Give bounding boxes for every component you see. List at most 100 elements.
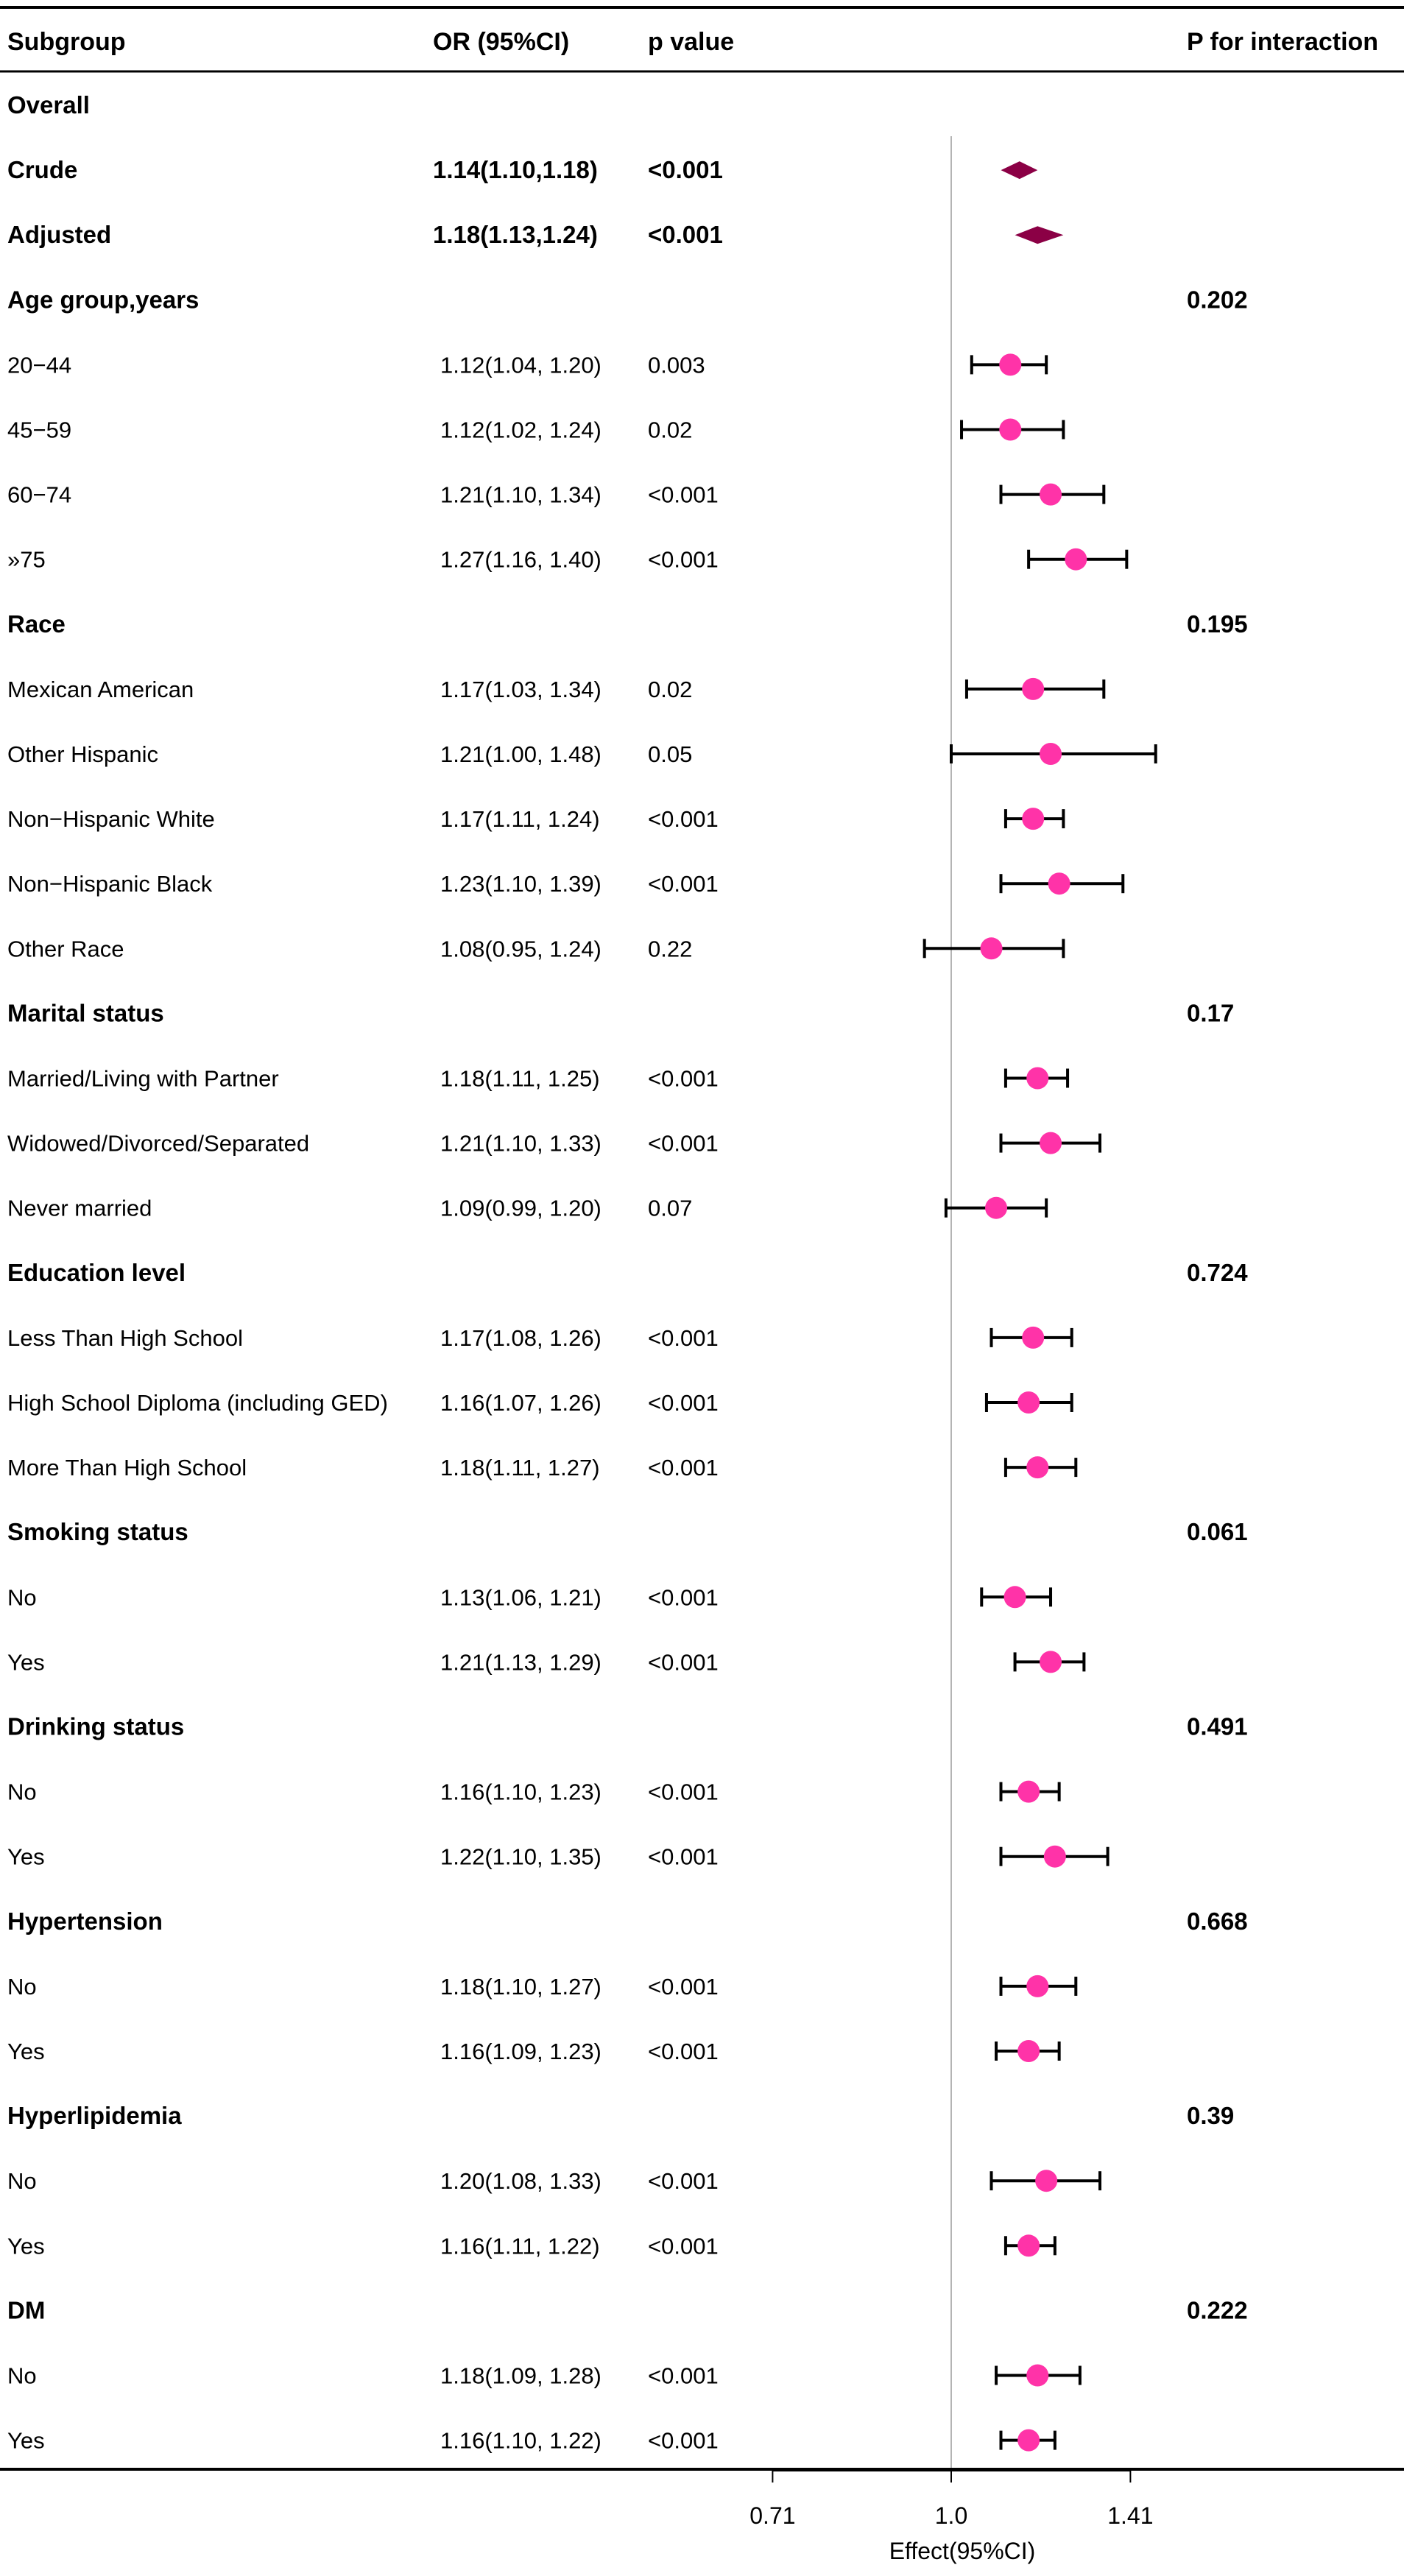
row-label: 20−44 [7,352,71,378]
point-estimate [1026,1975,1049,1997]
point-estimate [1040,1651,1062,1673]
row-p-value: <0.001 [648,1649,719,1675]
row-p-value: <0.001 [648,2039,719,2064]
point-estimate [1040,743,1062,765]
row-label: Age group,years [7,286,199,313]
row-or-ci: 1.16(1.10, 1.23) [440,1779,602,1805]
row-p-value: <0.001 [648,2168,719,2194]
row-or-ci: 1.09(0.99, 1.20) [440,1196,602,1221]
row-or-ci: 1.16(1.09, 1.23) [440,2039,602,2064]
row-label: »75 [7,547,46,573]
row-or-ci: 1.17(1.11, 1.24) [440,806,600,832]
row-p-interaction: 0.222 [1187,2296,1248,2323]
row-p-value: <0.001 [648,547,719,573]
point-estimate [1017,2234,1040,2257]
row-p-value: 0.003 [648,352,705,378]
row-label: Other Race [7,936,124,961]
row-label: Less Than High School [7,1325,243,1351]
row-p-value: <0.001 [648,1066,719,1092]
row-label: Non−Hispanic White [7,806,215,832]
row-or-ci: 1.16(1.10, 1.22) [440,2428,602,2454]
point-estimate [1017,1780,1040,1803]
row-p-interaction: 0.491 [1187,1713,1248,1740]
row-p-value: <0.001 [648,806,719,832]
x-axis-label: Effect(95%CI) [889,2538,1036,2564]
row-p-value: <0.001 [648,2428,719,2454]
row-label: More Than High School [7,1455,247,1481]
row-label: Yes [7,2233,45,2259]
row-p-value: <0.001 [648,482,719,508]
row-label: No [7,1974,37,2000]
row-label: Yes [7,1649,45,1675]
row-p-value: <0.001 [648,1584,719,1610]
row-p-interaction: 0.202 [1187,286,1248,313]
row-label: Other Hispanic [7,741,158,767]
row-or-ci: 1.18(1.13,1.24) [433,221,598,248]
row-p-value: <0.001 [648,1325,719,1351]
row-or-ci: 1.17(1.03, 1.34) [440,677,602,702]
header-subgroup: Subgroup [7,28,126,56]
row-p-interaction: 0.195 [1187,610,1248,638]
row-p-value: 0.07 [648,1196,692,1221]
row-or-ci: 1.21(1.10, 1.34) [440,482,602,508]
point-estimate [1017,2040,1040,2062]
row-or-ci: 1.18(1.09, 1.28) [440,2363,602,2389]
row-label: Smoking status [7,1518,188,1545]
row-label: Education level [7,1259,186,1286]
row-label: DM [7,2296,45,2323]
axis-tick-label: 1.41 [1107,2502,1153,2529]
point-estimate [1017,2429,1040,2452]
row-p-value: 0.05 [648,741,692,767]
row-p-value: <0.001 [648,1390,719,1416]
summary-diamond [1015,226,1064,244]
point-estimate [1022,1326,1045,1349]
row-or-ci: 1.18(1.10, 1.27) [440,1974,602,2000]
header-p-interaction: P for interaction [1187,28,1378,56]
axis-tick-label: 0.71 [749,2502,795,2529]
row-label: No [7,1584,37,1610]
row-p-value: <0.001 [648,1844,719,1870]
point-estimate [1022,677,1045,700]
row-label: Widowed/Divorced/Separated [7,1131,309,1157]
row-or-ci: 1.18(1.11, 1.25) [440,1066,600,1092]
row-or-ci: 1.17(1.08, 1.26) [440,1325,602,1351]
row-p-interaction: 0.061 [1187,1518,1248,1545]
point-estimate [1017,1391,1040,1414]
row-p-interaction: 0.17 [1187,999,1234,1026]
row-or-ci: 1.08(0.95, 1.24) [440,936,602,961]
table-rows: Overall Crude 1.14(1.10,1.18) <0.001 Adjuste… [7,91,1248,2454]
point-estimate [999,418,1022,441]
row-label: No [7,2168,37,2194]
row-p-interaction: 0.668 [1187,1908,1248,1935]
row-or-ci: 1.12(1.02, 1.24) [440,417,602,443]
row-p-value: <0.001 [648,1779,719,1805]
row-p-value: 0.02 [648,677,692,702]
row-label: Race [7,610,66,638]
point-estimate [985,1196,1008,1219]
point-estimate [1040,483,1062,506]
row-label: Adjusted [7,221,111,248]
row-p-interaction: 0.39 [1187,2102,1234,2129]
row-p-value: <0.001 [648,871,719,897]
row-p-value: 0.22 [648,936,692,961]
row-or-ci: 1.21(1.00, 1.48) [440,741,602,767]
point-estimate [1048,872,1070,895]
row-or-ci: 1.16(1.07, 1.26) [440,1390,602,1416]
point-estimate [1065,548,1087,571]
summary-diamond [1001,161,1038,180]
row-p-value: <0.001 [648,1131,719,1157]
row-label: Yes [7,2039,45,2064]
point-estimate [999,353,1022,376]
row-or-ci: 1.14(1.10,1.18) [433,156,598,183]
row-or-ci: 1.22(1.10, 1.35) [440,1844,602,1870]
row-or-ci: 1.27(1.16, 1.40) [440,547,602,573]
row-label: Drinking status [7,1713,184,1740]
row-label: Yes [7,1844,45,1870]
row-label: Yes [7,2428,45,2454]
row-label: 60−74 [7,482,71,508]
point-estimate [1022,808,1045,830]
row-label: Overall [7,91,90,119]
row-label: Never married [7,1196,152,1221]
row-p-value: 0.02 [648,417,692,443]
row-or-ci: 1.16(1.11, 1.22) [440,2233,600,2259]
